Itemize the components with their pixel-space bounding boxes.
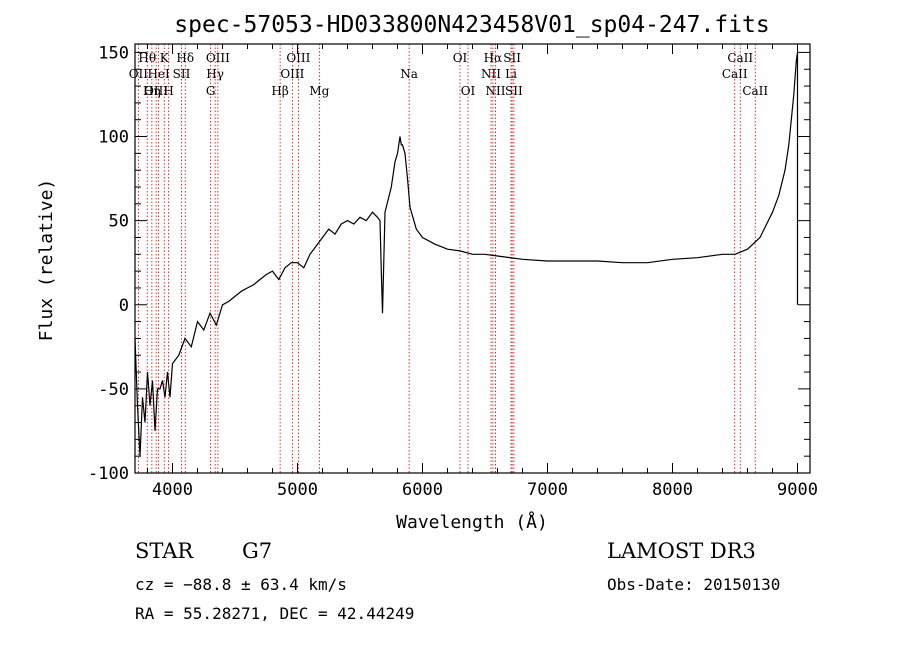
emission-line-label: Hθ [138, 51, 156, 65]
emission-line-label: Hγ [206, 67, 224, 81]
y-tick-label: -50 [98, 380, 129, 400]
spectrum-chart: spec-57053-HD033800N423458V01_sp04-247.f… [36, 12, 818, 533]
velocity-readout: cz = −88.8 ± 63.4 km/s [135, 575, 347, 594]
emission-line-label: OI [461, 84, 476, 98]
emission-line-label: Na [400, 67, 418, 81]
emission-line-label: Li [505, 67, 517, 81]
y-axis-label: Flux (relative) [36, 179, 57, 342]
emission-line-label: Hα [484, 51, 503, 65]
obs-date: Obs-Date: 20150130 [607, 575, 781, 594]
x-tick-label: 5000 [277, 480, 318, 500]
object-class: STAR [135, 539, 194, 563]
y-tick-label: -100 [88, 464, 129, 484]
emission-line-label: HeI [147, 67, 170, 81]
x-tick-label: 7000 [527, 480, 568, 500]
y-tick-label: 100 [98, 128, 129, 148]
y-tick-label: 50 [109, 212, 129, 232]
emission-line-label: OI [453, 51, 468, 65]
spectrum-line [134, 52, 799, 457]
coordinates: RA = 55.28271, DEC = 42.44249 [135, 604, 415, 623]
emission-line-label: OII [129, 67, 149, 81]
x-tick-label: 4000 [152, 480, 193, 500]
emission-line-markers [137, 44, 756, 473]
emission-line-label: Hη [143, 84, 161, 98]
emission-line-label: H [163, 84, 173, 98]
emission-line-label: NII [486, 84, 506, 98]
x-tick-label: 9000 [777, 480, 818, 500]
plot-frame [134, 43, 811, 474]
emission-line-label: OIII [280, 67, 304, 81]
emission-line-label: OIII [286, 51, 310, 65]
emission-line-label: OIII [144, 84, 168, 98]
emission-line-label: Hβ [271, 84, 288, 98]
emission-line-label: Hδ [176, 51, 194, 65]
emission-line-label: SII [503, 51, 521, 65]
emission-line-label: OIII [206, 51, 230, 65]
y-tick-label: 150 [98, 43, 129, 63]
y-axis-ticks: -100 -50 0 50 100 150 [88, 43, 810, 484]
emission-line-label: CaII [722, 67, 748, 81]
x-axis-ticks: 4000 5000 6000 7000 8000 9000 [147, 44, 818, 500]
x-axis-label: Wavelength (Å) [396, 511, 548, 533]
emission-line-label: SII [505, 84, 523, 98]
emission-line-label: CaII [742, 84, 768, 98]
emission-line-label: Mg [309, 84, 329, 98]
x-tick-label: 6000 [402, 480, 443, 500]
emission-line-label: K [160, 51, 170, 65]
emission-line-label: NII [481, 67, 501, 81]
subclass: G7 [242, 539, 273, 563]
emission-line-label: CaII [727, 51, 753, 65]
emission-line-label: SII [173, 67, 191, 81]
y-tick-label: 0 [119, 296, 129, 316]
chart-title: spec-57053-HD033800N423458V01_sp04-247.f… [174, 12, 769, 38]
survey-name: LAMOST DR3 [607, 539, 756, 563]
emission-line-label: G [206, 84, 216, 98]
x-tick-label: 8000 [652, 480, 693, 500]
